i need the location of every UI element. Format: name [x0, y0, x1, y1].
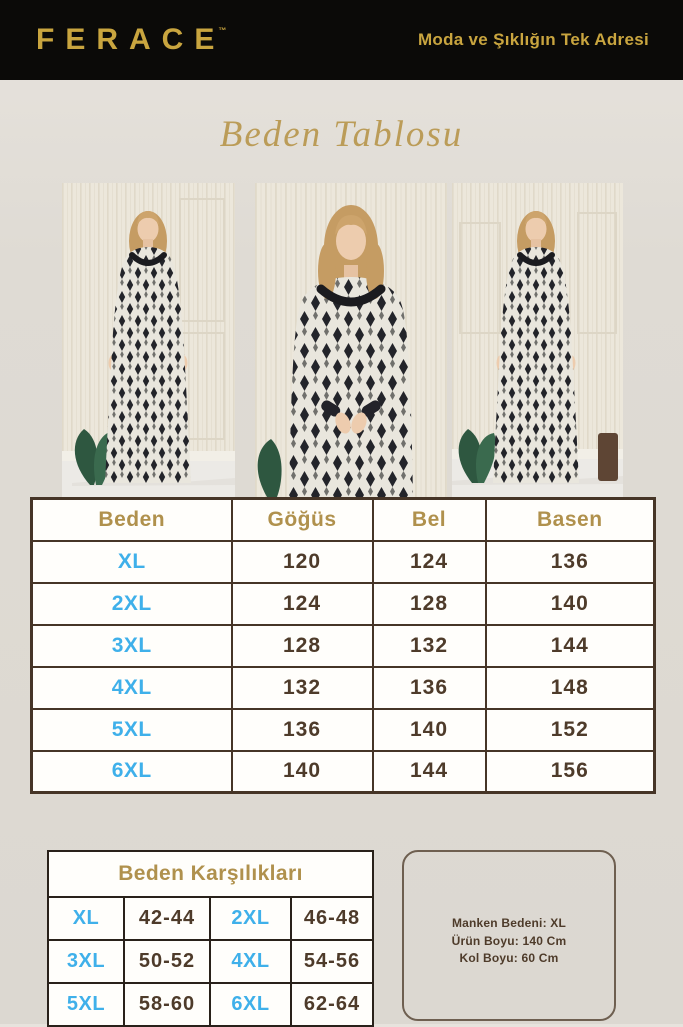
size-label: 6XL [209, 982, 292, 1027]
size-label: 5XL [30, 707, 233, 752]
size-label: 2XL [209, 896, 292, 941]
bel-value: 132 [371, 623, 487, 668]
size-range: 58-60 [123, 982, 211, 1027]
size-label: 2XL [30, 581, 233, 626]
model-illustration-1 [62, 183, 235, 497]
basen-value: 136 [484, 539, 656, 584]
basen-value: 140 [484, 581, 656, 626]
brand-tagline: Moda ve Şıklığın Tek Adresi [417, 30, 649, 49]
bel-value: 124 [371, 539, 487, 584]
size-table-header-row: Beden Göğüs Bel Basen [30, 497, 656, 542]
bel-value: 140 [371, 707, 487, 752]
column-header-beden: Beden [30, 497, 233, 542]
gogus-value: 132 [230, 665, 374, 710]
size-label: XL [30, 539, 233, 584]
basen-value: 144 [484, 623, 656, 668]
basen-value: 156 [484, 749, 656, 794]
column-header-gogus: Göğüs [230, 497, 374, 542]
conversion-table-title-row: Beden Karşılıkları [47, 850, 374, 898]
size-label: 5XL [47, 982, 125, 1027]
model-illustration-3 [452, 183, 623, 497]
product-photo-closeup [255, 183, 447, 497]
gogus-value: 124 [230, 581, 374, 626]
model-size-line: Manken Bedeni: XL [451, 916, 567, 931]
size-label: 4XL [30, 665, 233, 710]
bel-value: 128 [371, 581, 487, 626]
size-range: 50-52 [123, 939, 211, 984]
product-photo-full-1 [62, 183, 235, 497]
table-row: XL 120 124 136 [30, 539, 656, 584]
table-row: XL 42-44 2XL 46-48 [47, 896, 374, 941]
gogus-value: 136 [230, 707, 374, 752]
table-row: 5XL 136 140 152 [30, 707, 656, 752]
table-row: 2XL 124 128 140 [30, 581, 656, 626]
table-row: 5XL 58-60 6XL 62-64 [47, 982, 374, 1027]
basen-value: 148 [484, 665, 656, 710]
size-label: 3XL [30, 623, 233, 668]
column-header-bel: Bel [371, 497, 487, 542]
conversion-table-title: Beden Karşılıkları [47, 850, 374, 898]
brand-logo-text: FERACE [36, 23, 226, 56]
size-range: 62-64 [290, 982, 374, 1027]
gogus-value: 140 [230, 749, 374, 794]
bel-value: 136 [371, 665, 487, 710]
size-label: 6XL [30, 749, 233, 794]
size-label: XL [47, 896, 125, 941]
model-illustration-2 [255, 183, 447, 497]
table-row: 3XL 50-52 4XL 54-56 [47, 939, 374, 984]
brand-logo: FERACE ™ [36, 25, 226, 55]
table-row: 6XL 140 144 156 [30, 749, 656, 794]
size-range: 46-48 [290, 896, 374, 941]
basen-value: 152 [484, 707, 656, 752]
size-conversion-table: Beden Karşılıkları XL 42-44 2XL 46-48 3X… [47, 850, 374, 1027]
gogus-value: 120 [230, 539, 374, 584]
brand-header-bar: FERACE ™ Moda ve Şıklığın Tek Adresi [0, 0, 683, 80]
size-label: 4XL [209, 939, 292, 984]
column-header-basen: Basen [484, 497, 656, 542]
product-photo-full-2 [452, 183, 623, 497]
page-title: Beden Tablosu [219, 113, 464, 155]
bel-value: 144 [371, 749, 487, 794]
model-info-box: Manken Bedeni: XL Ürün Boyu: 140 Cm Kol … [402, 850, 616, 1021]
trademark-symbol: ™ [218, 26, 227, 35]
sleeve-length-line: Kol Boyu: 60 Cm [459, 951, 559, 966]
table-row: 4XL 132 136 148 [30, 665, 656, 710]
size-range: 54-56 [290, 939, 374, 984]
size-measurements-table: Beden Göğüs Bel Basen XL 120 124 136 2XL… [30, 497, 656, 794]
table-row: 3XL 128 132 144 [30, 623, 656, 668]
product-length-line: Ürün Boyu: 140 Cm [451, 933, 567, 948]
gogus-value: 128 [230, 623, 374, 668]
size-range: 42-44 [123, 896, 211, 941]
size-label: 3XL [47, 939, 125, 984]
